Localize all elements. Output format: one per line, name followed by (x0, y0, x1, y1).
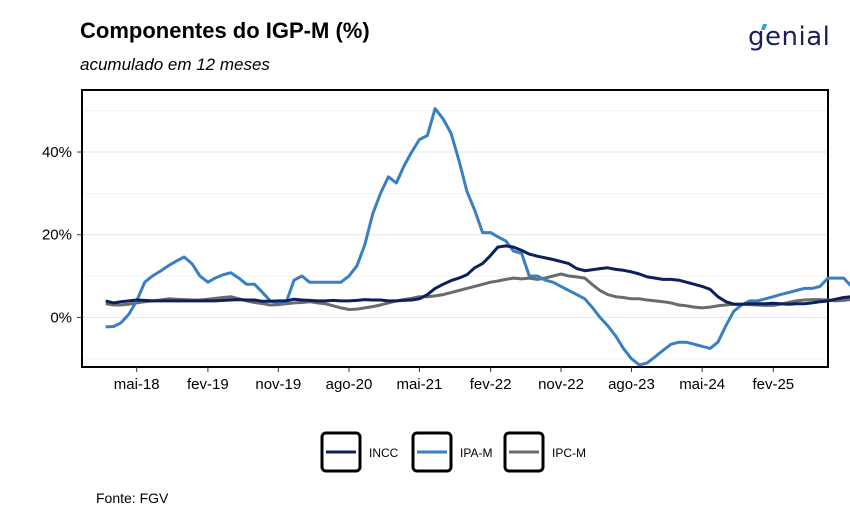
series-lines (105, 107, 850, 367)
chart-title: Componentes do IGP-M (%) (80, 18, 370, 43)
legend: INCC IPA-M IPC-M (320, 431, 586, 473)
y-tick-label: 0% (50, 309, 72, 326)
legend-key-box (411, 431, 453, 473)
x-axis: mai-18 fev-19 nov-19 ago-20 mai-21 fev-22 nov-… (114, 367, 794, 393)
x-tick-label: fev-25 (752, 376, 794, 393)
source-note: Fonte: FGV (96, 490, 169, 506)
x-tick-label: ago-23 (608, 376, 655, 393)
series-line-ipa-m (105, 107, 850, 367)
y-tick-label: 20% (42, 227, 72, 244)
x-tick-label: mai-21 (396, 376, 442, 393)
x-tick-label: ago-20 (326, 376, 373, 393)
x-tick-label: mai-18 (114, 376, 160, 393)
legend-key-box (503, 431, 545, 473)
grid-lines (82, 110, 828, 360)
y-axis: 0% 20% 40% (42, 144, 82, 326)
x-tick-label: fev-22 (470, 376, 512, 393)
x-tick-label: nov-19 (255, 376, 301, 393)
y-tick-label: 40% (42, 144, 72, 161)
legend-label: IPA-M (460, 446, 492, 460)
legend-label: INCC (369, 446, 399, 460)
legend-key-box (320, 431, 362, 473)
x-tick-label: nov-22 (538, 376, 584, 393)
series-line-incc (105, 244, 850, 306)
x-tick-label: fev-19 (187, 376, 229, 393)
chart-subtitle: acumulado em 12 meses (80, 55, 270, 74)
x-tick-label: mai-24 (679, 376, 725, 393)
plot-border (81, 89, 829, 368)
legend-label: IPC-M (552, 446, 586, 460)
